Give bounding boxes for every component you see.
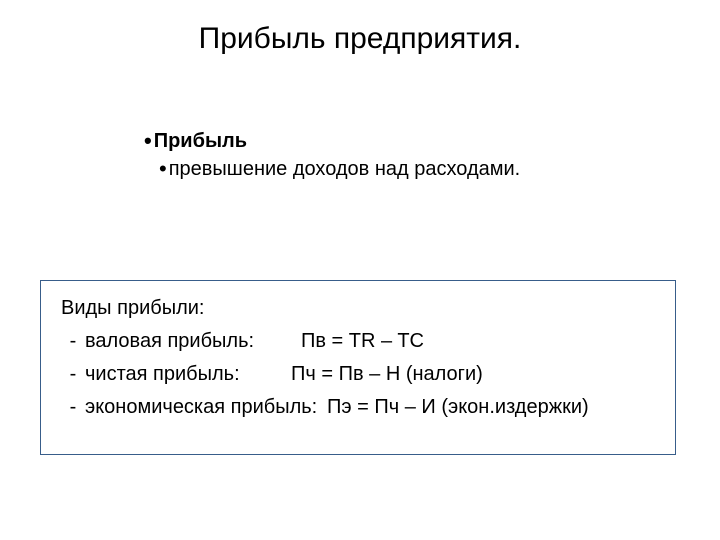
list-item: - валовая прибыль: Пв = TR – TC bbox=[61, 330, 655, 353]
types-box: Виды прибыли: - валовая прибыль: Пв = TR… bbox=[40, 280, 676, 455]
dash-icon: - bbox=[61, 396, 85, 419]
list-item: - экономическая прибыль: Пэ = Пч – И (эк… bbox=[61, 396, 655, 419]
item-label: экономическая прибыль: bbox=[85, 396, 321, 419]
dash-icon: - bbox=[61, 330, 85, 353]
dash-icon: - bbox=[61, 363, 85, 386]
definition-meaning: превышение доходов над расходами. bbox=[159, 156, 520, 182]
item-label: чистая прибыль: bbox=[85, 363, 285, 386]
item-formula: Пч = Пв – Н (налоги) bbox=[291, 363, 483, 386]
definition-term: Прибыль bbox=[144, 128, 520, 154]
list-item: - чистая прибыль: Пч = Пв – Н (налоги) bbox=[61, 363, 655, 386]
definition-section: Прибыль превышение доходов над расходами… bbox=[144, 128, 520, 182]
types-heading: Виды прибыли: bbox=[61, 297, 655, 320]
item-label: валовая прибыль: bbox=[85, 330, 295, 353]
slide-title: Прибыль предприятия. bbox=[0, 0, 720, 56]
item-formula: Пв = TR – TC bbox=[301, 330, 424, 353]
item-formula: Пэ = Пч – И (экон.издержки) bbox=[327, 396, 589, 419]
